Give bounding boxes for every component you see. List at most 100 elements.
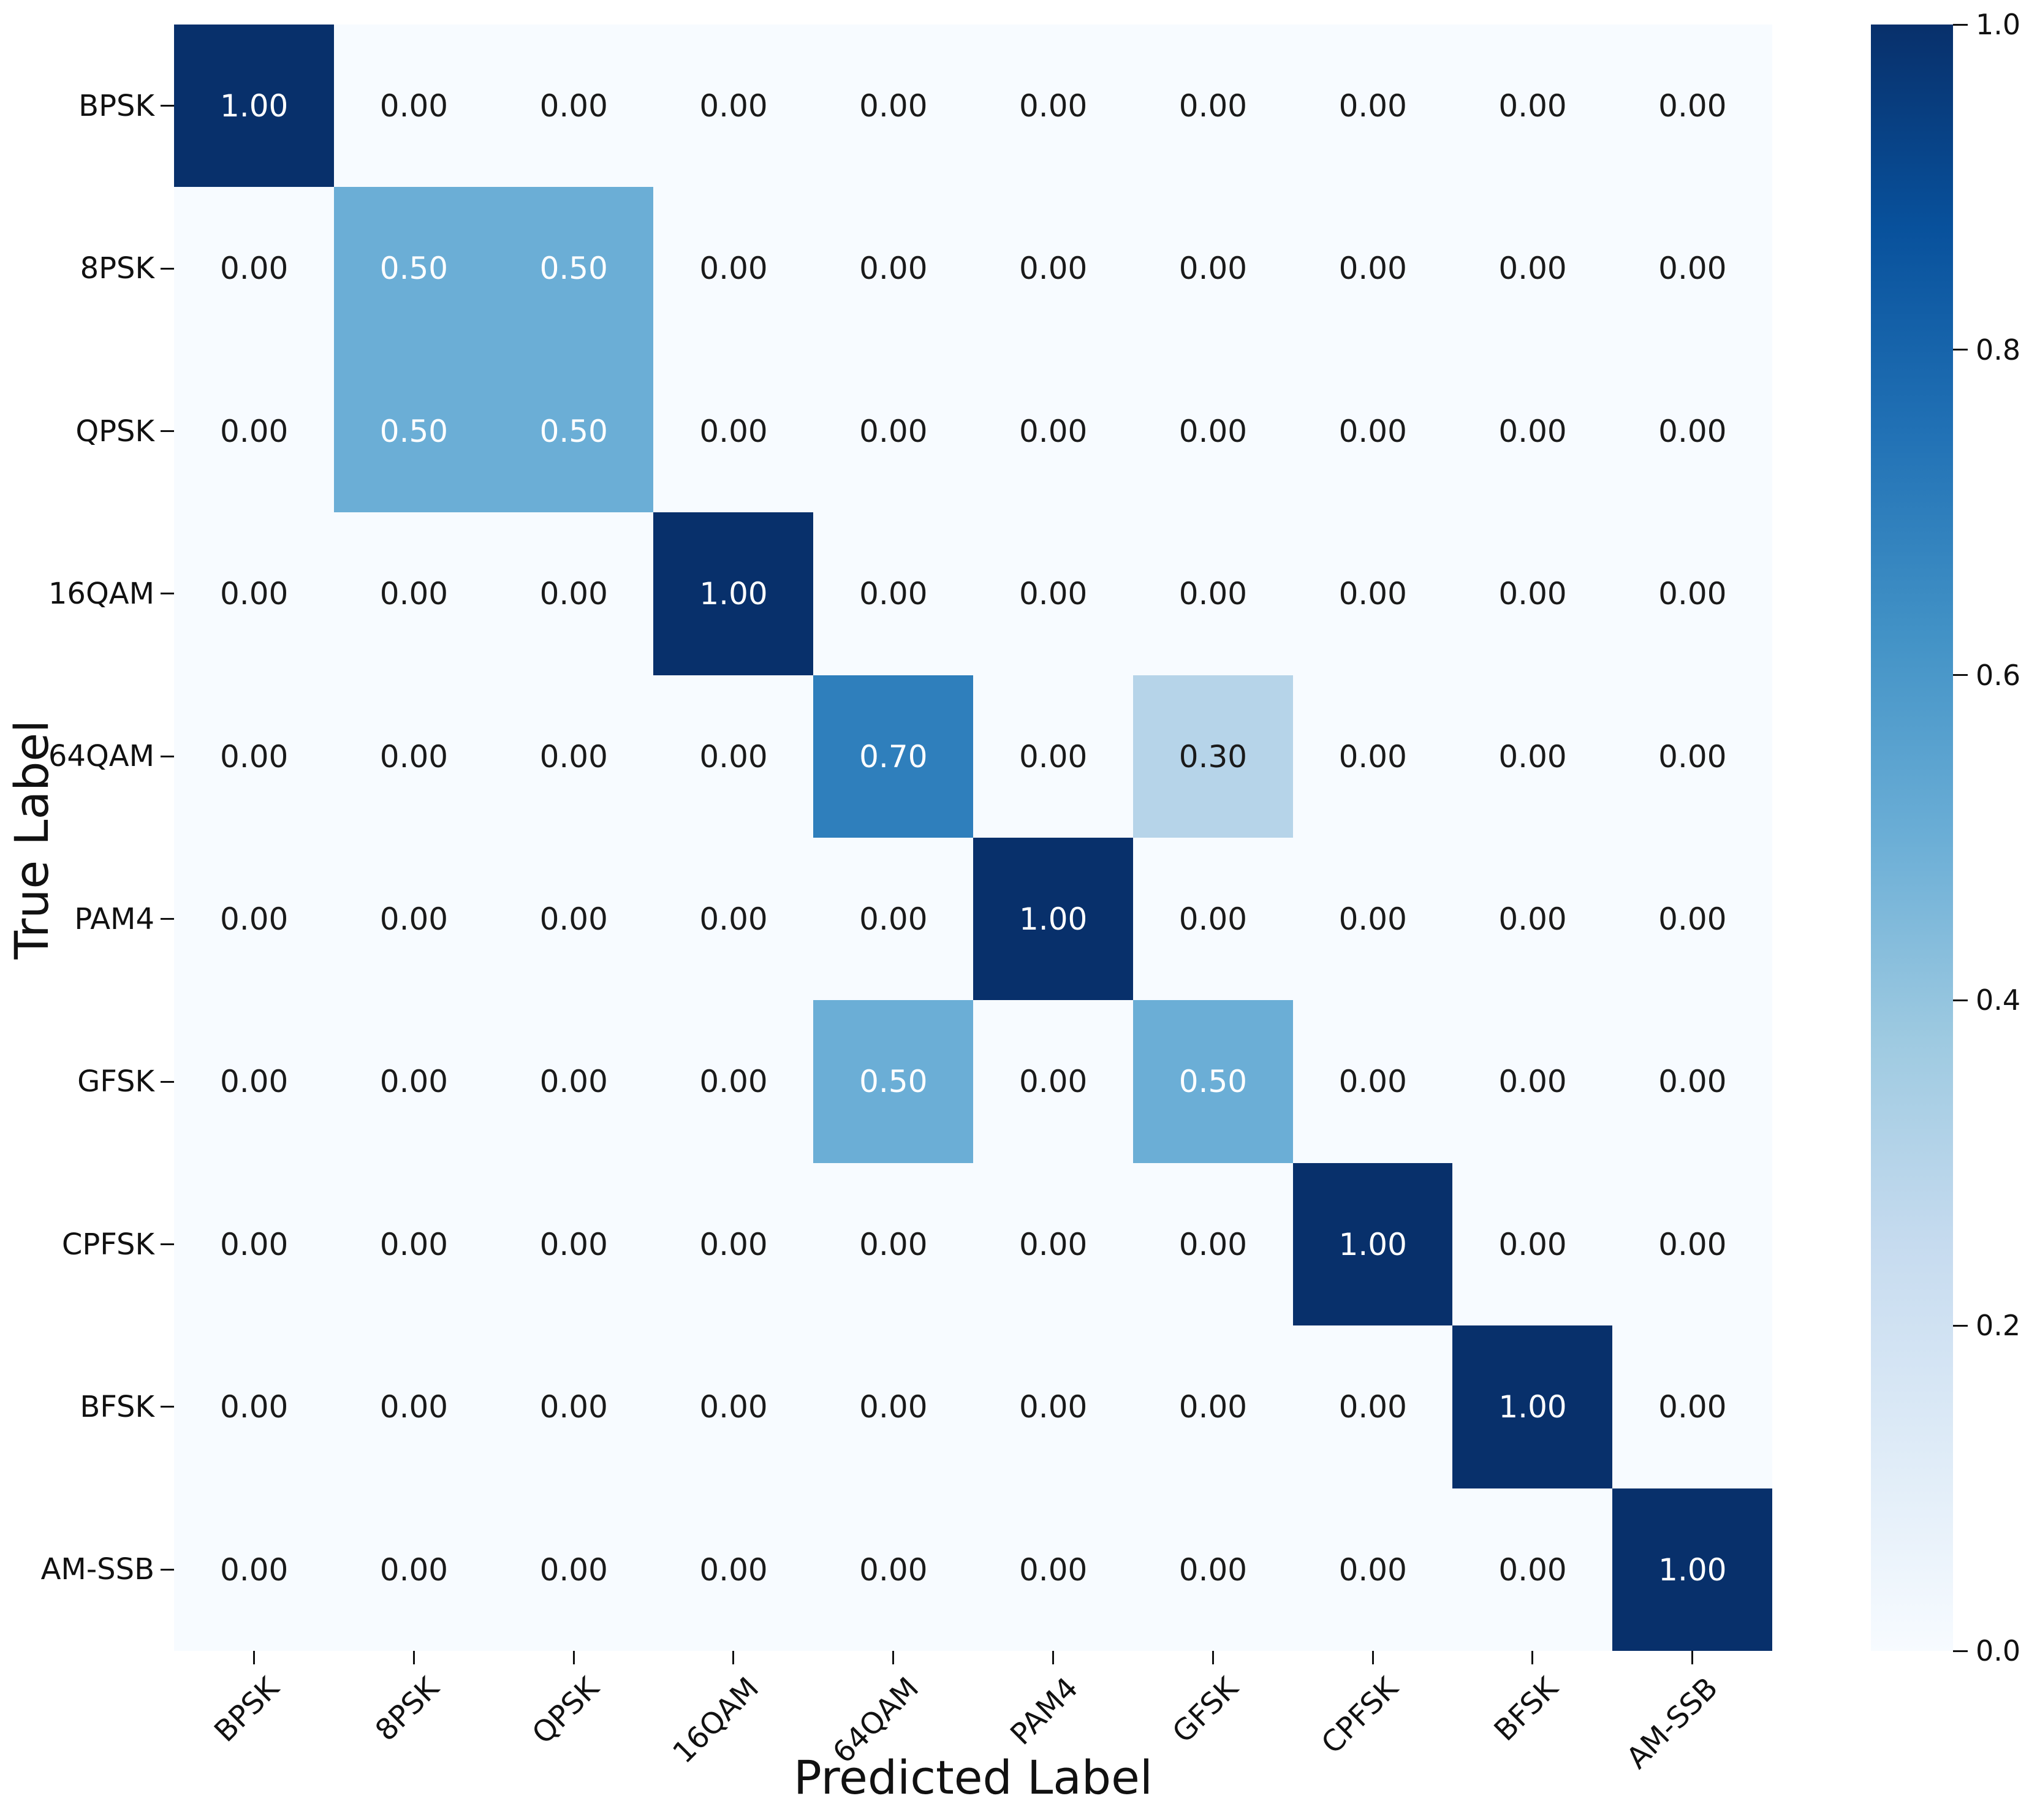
heatmap-cell: 0.00: [653, 349, 814, 513]
y-tick-label: QPSK: [75, 414, 154, 449]
heatmap-cell-value: 0.00: [1338, 413, 1407, 449]
colorbar: [1871, 25, 1953, 1651]
heatmap-cell: 0.00: [1132, 838, 1294, 1001]
x-tick-mark: [572, 1651, 575, 1664]
heatmap-cell-value: 0.00: [219, 1389, 289, 1425]
colorbar-tick-mark: [1953, 999, 1968, 1001]
heatmap-cell-value: 0.00: [379, 576, 449, 612]
x-tick-mark: [412, 1651, 415, 1664]
heatmap-cell-value: 0.00: [379, 88, 449, 124]
heatmap-cell: 0.00: [1292, 25, 1453, 188]
heatmap-cell: 0.00: [653, 1488, 814, 1651]
colorbar-tick-label: 1.0: [1976, 8, 2021, 41]
heatmap-cell: 0.00: [1612, 512, 1773, 676]
heatmap-cell-value: 0.00: [219, 901, 289, 937]
heatmap-cell: 0.00: [1452, 1488, 1613, 1651]
heatmap-cell-value: 0.00: [1018, 1064, 1088, 1100]
heatmap-cell: 0.00: [1452, 512, 1613, 676]
heatmap-cell-value: 0.00: [1018, 576, 1088, 612]
heatmap-cell: 0.00: [1292, 349, 1453, 513]
heatmap-cell-value: 0.00: [219, 576, 289, 612]
heatmap-cell-value: 0.00: [1658, 576, 1727, 612]
y-tick-mark: [161, 1568, 174, 1571]
x-tick-mark: [892, 1651, 895, 1664]
heatmap-cell-value: 0.00: [1658, 413, 1727, 449]
heatmap-cell: 0.00: [493, 1488, 654, 1651]
heatmap-cell-value: 1.00: [1018, 901, 1088, 937]
heatmap-cell: 1.00: [1452, 1325, 1613, 1489]
heatmap-cell-value: 0.00: [699, 88, 768, 124]
heatmap-cell-value: 0.00: [1338, 576, 1407, 612]
heatmap-cell: 1.00: [174, 25, 335, 188]
heatmap-cell: 0.00: [493, 838, 654, 1001]
colorbar-tick-label: 0.6: [1976, 658, 2021, 692]
heatmap-cell: 0.00: [174, 512, 335, 676]
heatmap-cell: 0.00: [493, 1325, 654, 1489]
heatmap-cell: 0.00: [973, 1000, 1134, 1164]
heatmap-cell: 0.50: [493, 349, 654, 513]
heatmap-cell: 0.00: [174, 187, 335, 351]
heatmap-cell-value: 0.00: [1178, 251, 1248, 287]
heatmap-cell-value: 0.00: [1018, 738, 1088, 775]
heatmap-cell-value: 0.00: [1658, 1226, 1727, 1262]
heatmap-cell-value: 0.00: [1178, 413, 1248, 449]
heatmap-cell-value: 0.50: [539, 413, 608, 449]
heatmap-cell: 1.00: [973, 838, 1134, 1001]
heatmap-cell-value: 0.00: [1178, 901, 1248, 937]
x-tick-mark: [1052, 1651, 1054, 1664]
heatmap-cell: 0.00: [174, 838, 335, 1001]
heatmap-cell: 0.50: [813, 1000, 974, 1164]
heatmap-cell: 0.00: [973, 1162, 1134, 1326]
heatmap-cell: 0.00: [973, 349, 1134, 513]
heatmap-cell: 0.00: [653, 675, 814, 838]
heatmap-cell: 0.00: [333, 512, 495, 676]
heatmap-cell: 0.00: [1132, 187, 1294, 351]
colorbar-tick-label: 0.4: [1976, 984, 2021, 1017]
heatmap-cell-value: 0.00: [859, 901, 928, 937]
y-tick-label: BPSK: [78, 88, 154, 123]
heatmap-cell: 0.00: [653, 25, 814, 188]
heatmap-cell-value: 0.00: [859, 88, 928, 124]
heatmap-cell: 0.50: [1132, 1000, 1294, 1164]
heatmap-cell: 0.00: [1292, 512, 1453, 676]
heatmap-cell: 0.00: [1612, 1162, 1773, 1326]
x-tick-mark: [732, 1651, 735, 1664]
heatmap-cell-value: 0.00: [859, 1226, 928, 1262]
heatmap-cell-value: 0.00: [219, 413, 289, 449]
heatmap-cell: 0.00: [1452, 349, 1613, 513]
heatmap-cell-value: 0.00: [1338, 251, 1407, 287]
heatmap-cell: 0.00: [1612, 1000, 1773, 1164]
heatmap-cell: 0.00: [333, 1162, 495, 1326]
colorbar-tick-mark: [1953, 23, 1968, 26]
colorbar-tick-mark: [1953, 349, 1968, 351]
heatmap-cell-value: 0.00: [1178, 1226, 1248, 1262]
y-tick-label: 64QAM: [48, 739, 154, 774]
heatmap-cell: 0.00: [813, 838, 974, 1001]
heatmap-cell: 0.00: [174, 1000, 335, 1164]
heatmap-cell-value: 0.00: [1338, 1389, 1407, 1425]
heatmap-cell-value: 0.00: [1658, 251, 1727, 287]
heatmap-cell-value: 0.00: [859, 413, 928, 449]
heatmap-cell: 1.00: [653, 512, 814, 676]
heatmap-cell: 0.00: [1132, 349, 1294, 513]
heatmap-cell: 0.00: [1612, 1325, 1773, 1489]
heatmap-cell-value: 0.00: [1178, 576, 1248, 612]
heatmap-cell-value: 0.00: [1018, 251, 1088, 287]
heatmap-cell: 1.00: [1612, 1488, 1773, 1651]
heatmap-cell: 0.00: [813, 187, 974, 351]
y-axis-label: True Label: [4, 719, 59, 960]
heatmap-cell-value: 0.00: [699, 1389, 768, 1425]
heatmap-cell: 0.00: [333, 1488, 495, 1651]
heatmap-cell: 0.00: [1292, 187, 1453, 351]
heatmap-cell-value: 0.00: [539, 1226, 608, 1262]
heatmap-cell-value: 1.00: [1338, 1226, 1407, 1262]
heatmap-cell: 0.00: [973, 675, 1134, 838]
heatmap-cell-value: 0.00: [699, 738, 768, 775]
heatmap-cell-value: 0.00: [859, 251, 928, 287]
heatmap-cell: 0.00: [1452, 1000, 1613, 1164]
heatmap-cell-value: 0.00: [1658, 1389, 1727, 1425]
heatmap-cell: 0.00: [174, 1325, 335, 1489]
y-tick-label: BFSK: [80, 1389, 154, 1424]
heatmap-cell-value: 1.00: [699, 576, 768, 612]
heatmap-cell: 0.00: [333, 838, 495, 1001]
